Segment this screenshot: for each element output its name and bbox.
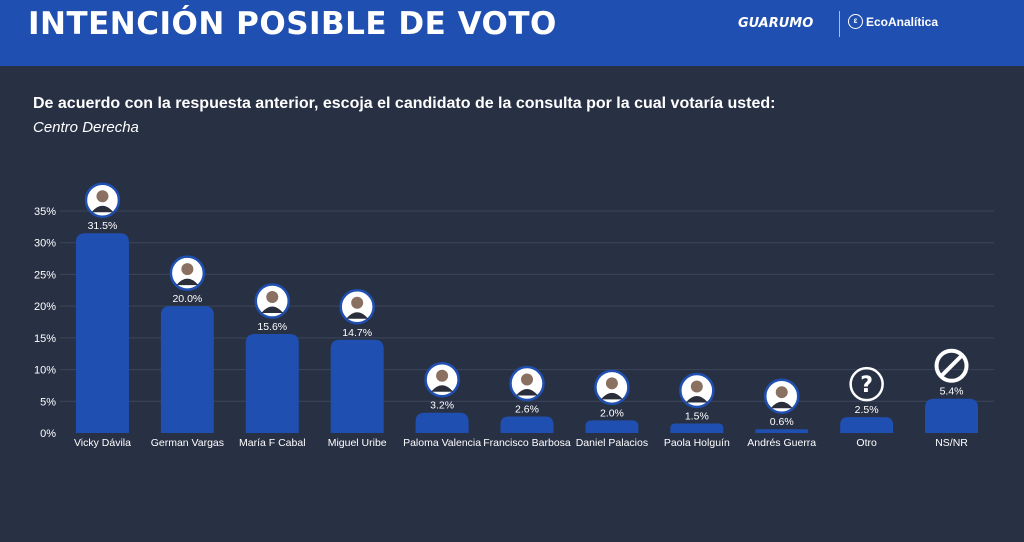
x-tick-label: Francisco Barbosa [483, 437, 571, 449]
data-label: 31.5% [88, 220, 118, 232]
data-label: 2.6% [515, 404, 539, 416]
y-tick-label: 15% [34, 333, 56, 345]
x-tick-label: NS/NR [935, 437, 968, 449]
x-tick-label: Paloma Valencia [403, 437, 481, 449]
candidate-photo-icon [169, 255, 206, 291]
data-label: 5.4% [940, 386, 964, 398]
no-response-icon [934, 348, 969, 383]
x-tick-label: Otro [856, 437, 877, 449]
x-tick-label: Miguel Uribe [328, 437, 387, 449]
svg-text:?: ? [860, 373, 873, 398]
guarumo-logo: GUARUMO [738, 16, 814, 31]
ecoanalitica-label: EcoAnalítica [866, 14, 939, 29]
data-label: 2.0% [600, 407, 624, 419]
x-tick-label: Vicky Dávila [74, 437, 131, 449]
bar [75, 233, 129, 433]
candidate-photo-icon [509, 365, 545, 402]
candidate-photo-icon [339, 289, 375, 325]
survey-subquestion: Centro Derecha [33, 119, 139, 136]
data-label: 3.2% [430, 400, 454, 412]
x-tick-label: María F Cabal [239, 437, 306, 449]
bar [840, 417, 894, 433]
survey-question: De acuerdo con la respuesta anterior, es… [33, 95, 776, 112]
data-label: 14.7% [342, 327, 372, 339]
y-tick-label: 5% [40, 396, 56, 408]
bar [415, 412, 469, 433]
ecoanalitica-logo-icon: ε [848, 14, 863, 29]
y-tick-label: 0% [40, 428, 56, 440]
x-tick-label: Andrés Guerra [747, 437, 816, 449]
y-tick-label: 20% [34, 301, 56, 313]
data-label: 20.0% [172, 293, 202, 305]
bar [585, 420, 639, 433]
y-tick-label: 35% [34, 206, 56, 218]
x-tick-label: German Vargas [151, 437, 224, 449]
brand-divider [839, 11, 840, 37]
bar [160, 306, 214, 433]
bar [245, 334, 299, 433]
candidate-photo-icon [84, 182, 121, 218]
data-label: 2.5% [855, 404, 879, 416]
candidate-photo-icon [594, 369, 630, 406]
bar [330, 339, 384, 433]
bar [670, 423, 724, 433]
y-tick-label: 25% [34, 269, 56, 281]
data-label: 1.5% [685, 410, 709, 422]
question-mark-icon: ? [849, 366, 884, 402]
x-tick-label: Paola Holguín [664, 437, 730, 449]
bar [755, 429, 809, 433]
y-tick-label: 10% [34, 365, 56, 377]
y-tick-label: 30% [34, 238, 56, 250]
bar [500, 416, 554, 433]
data-label: 0.6% [770, 416, 794, 428]
candidate-photo-icon [254, 283, 291, 319]
bar [925, 398, 979, 433]
candidate-photo-icon [424, 361, 460, 398]
x-tick-label: Daniel Palacios [576, 437, 648, 449]
candidate-photo-icon [679, 372, 715, 409]
header-bar: INTENCIÓN POSIBLE DE VOTO GUARUMO ε EcoA… [0, 0, 1024, 66]
data-label: 15.6% [257, 321, 287, 333]
page-title: INTENCIÓN POSIBLE DE VOTO [28, 6, 557, 42]
ecoanalitica-logo: ε EcoAnalítica [848, 14, 938, 29]
candidate-photo-icon [763, 378, 800, 414]
